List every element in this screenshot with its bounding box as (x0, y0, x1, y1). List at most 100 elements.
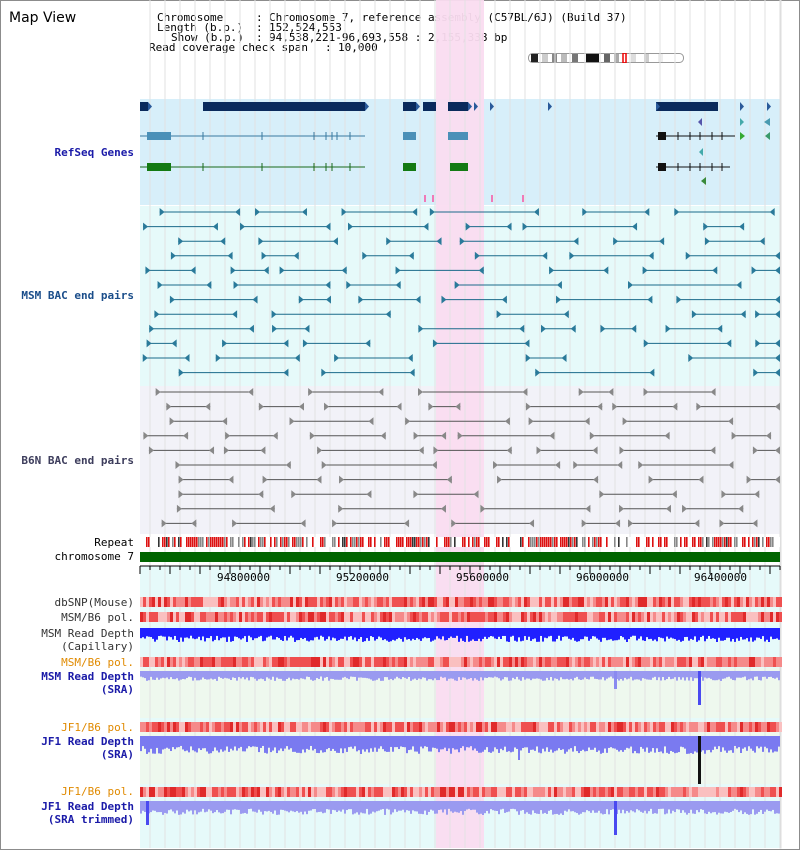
jf1-b6-pol-bin (257, 722, 260, 732)
jf1-depth-trim-bar (208, 801, 210, 810)
jf1-b6-pol-bin (242, 722, 245, 732)
msm-b6-pol-bin (467, 612, 470, 622)
msm-depth-sra-bar (640, 671, 642, 681)
bac-end-arrow (209, 446, 215, 455)
jf1-depth-trim-bar (342, 801, 344, 810)
jf1-b6-pol-2-bin (380, 787, 383, 797)
jf1-depth-sra-bar (482, 736, 484, 752)
msm-depth-capillary-bar (384, 628, 386, 640)
msm-depth-capillary-bar (242, 628, 244, 639)
msm-depth-sra-bar (264, 671, 266, 681)
msm-depth-sra-bar (248, 671, 250, 681)
msm-depth-sra-bar (756, 671, 758, 677)
track-label-jf1-read-depth-trimmed[interactable]: JF1 Read Depth (41, 800, 134, 813)
dbsnp-bin (386, 597, 389, 607)
track-label-chromosome[interactable]: chromosome 7 (54, 550, 134, 563)
msm-b6-pol-bin (341, 612, 344, 622)
jf1-depth-trim-bar (476, 801, 478, 813)
track-label-jf1-b6-pol[interactable]: JF1/B6 pol. (61, 721, 134, 734)
msm-b6-pol-bin (656, 612, 659, 622)
msm-b6-pol-2-bin (398, 657, 401, 667)
msm-depth-sra-bar (624, 671, 626, 678)
jf1-b6-pol-2-bin (653, 787, 656, 797)
dbsnp-bin (458, 597, 461, 607)
track-label-jf1-read-depth-sra[interactable]: JF1 Read Depth (41, 735, 134, 748)
jf1-b6-pol-2-bin (578, 787, 581, 797)
track-label-refseq[interactable]: RefSeq Genes (54, 146, 134, 159)
jf1-b6-pol-2-bin (584, 787, 587, 797)
jf1-depth-sra-bar (146, 736, 148, 754)
dbsnp-bin (692, 597, 695, 607)
msm-depth-sra-bar (732, 671, 734, 681)
jf1-depth-sra-bar (712, 736, 714, 750)
dbsnp-bin (434, 597, 437, 607)
msm-b6-pol-2-bin (248, 657, 251, 667)
msm-b6-pol-bin (194, 612, 197, 622)
track-label-msm-b6-pol-2[interactable]: MSM/B6 pol. (61, 656, 134, 669)
msm-b6-pol-2-bin (224, 657, 227, 667)
jf1-depth-sra-bar (612, 736, 614, 749)
repeat-element (380, 537, 382, 547)
jf1-b6-pol-bin (695, 722, 698, 732)
msm-depth-sra-bar (566, 671, 568, 679)
msm-depth-capillary-bar (402, 628, 404, 642)
msm-b6-pol-bin (431, 612, 434, 622)
bac-end-arrow (317, 446, 323, 455)
msm-depth-sra-bar (516, 671, 518, 677)
jf1-b6-pol-2-bin (296, 787, 299, 797)
jf1-depth-sra-bar (618, 736, 620, 752)
msm-depth-sra-bar (602, 671, 604, 678)
jf1-depth-trim-bar (552, 801, 554, 815)
msm-b6-pol-bin (500, 612, 503, 622)
bac-end-arrow (362, 251, 368, 260)
track-label-msm-bac[interactable]: MSM BAC end pairs (21, 289, 134, 302)
dbsnp-bin (731, 597, 734, 607)
jf1-depth-sra-bar (710, 736, 712, 753)
jf1-depth-sra-bar (184, 736, 186, 752)
dbsnp-bin (710, 597, 713, 607)
track-label-msm-read-depth-capillary[interactable]: MSM Read Depth (41, 627, 134, 640)
msm-depth-capillary-bar (194, 628, 196, 640)
bac-end-arrow (441, 295, 447, 304)
jf1-depth-sra-bar (498, 736, 500, 753)
track-label-b6n-bac[interactable]: B6N BAC end pairs (21, 454, 134, 467)
msm-b6-pol-2-bin (215, 657, 218, 667)
msm-depth-capillary-bar (424, 628, 426, 638)
bac-end-arrow (299, 402, 305, 411)
track-label-jf1-read-depth-trimmed-2: (SRA trimmed) (47, 813, 134, 826)
repeat-element (756, 537, 758, 547)
jf1-depth-trim-bar (266, 801, 268, 812)
msm-depth-capillary-bar (556, 628, 558, 639)
msm-b6-pol-2-bin (749, 657, 752, 667)
jf1-b6-pol-bin (779, 722, 782, 732)
jf1-b6-pol-bin (431, 722, 434, 732)
track-label-jf1-b6-pol-2[interactable]: JF1/B6 pol. (61, 785, 134, 798)
jf1-depth-trim-bar (546, 801, 548, 814)
track-label-msm-read-depth-sra-2: (SRA) (100, 683, 134, 696)
jf1-depth-trim-bar (538, 801, 540, 814)
jf1-depth-trim-bar (648, 801, 650, 812)
jf1-b6-pol-2-bin (644, 787, 647, 797)
dbsnp-bin (626, 597, 629, 607)
msm-depth-capillary-bar (144, 628, 146, 639)
jf1-depth-sra-bar (596, 736, 598, 752)
msm-depth-capillary-bar (484, 628, 486, 637)
msm-b6-pol-2-bin (455, 657, 458, 667)
jf1-depth-sra-bar (484, 736, 486, 750)
msm-b6-pol-2-bin (272, 657, 275, 667)
msm-b6-pol-bin (356, 612, 359, 622)
jf1-depth-sra-bar (398, 736, 400, 750)
track-label-repeat[interactable]: Repeat (94, 536, 134, 549)
jf1-depth-trim-bar (340, 801, 342, 812)
msm-b6-pol-bin (152, 612, 155, 622)
jf1-depth-trim-bar (434, 801, 436, 814)
msm-depth-capillary-bar (464, 628, 466, 642)
track-label-msm-b6-pol[interactable]: MSM/B6 pol. (61, 611, 134, 624)
track-label-dbsnp[interactable]: dbSNP(Mouse) (54, 596, 134, 609)
msm-depth-capillary-bar (478, 628, 480, 639)
track-label-msm-read-depth-sra[interactable]: MSM Read Depth (41, 670, 134, 683)
jf1-depth-sra-bar (306, 736, 308, 749)
msm-b6-pol-2-bin (434, 657, 437, 667)
msm-b6-pol-2-bin (425, 657, 428, 667)
